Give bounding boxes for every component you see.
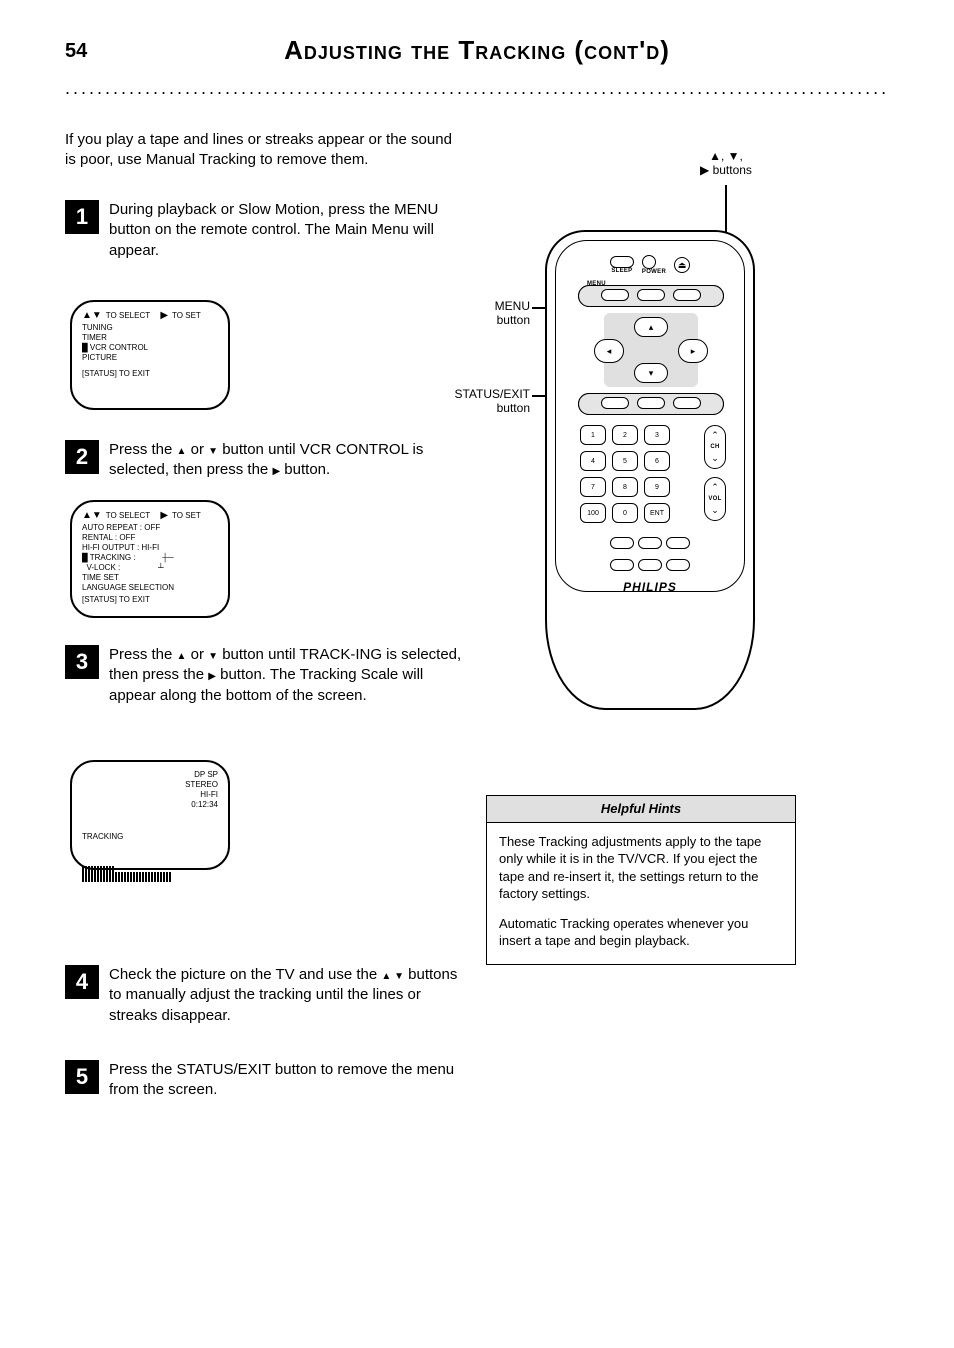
tv3-l3: HI-FI — [82, 790, 218, 800]
page-title: Adjusting the Tracking (cont'd) — [0, 35, 954, 66]
divider-dots: ........................................… — [65, 78, 890, 99]
play-button[interactable] — [638, 537, 662, 549]
tv-screen-vcr-control: ▲▼TO SELECT ▶TO SET AUTO REPEAT : OFF RE… — [70, 500, 230, 618]
tv3-l2: STEREO — [82, 780, 218, 790]
row2-group: MENU — [578, 285, 724, 307]
key-ent[interactable]: ENT — [644, 503, 670, 523]
step-3: 3 Press the ▲ or ▼ button until TRACK-IN… — [65, 645, 465, 706]
eject-button[interactable]: ⏏ — [674, 257, 690, 273]
down-triangle-icon: ▼ — [208, 446, 218, 457]
status-exit-button[interactable] — [601, 397, 629, 409]
key-9[interactable]: 9 — [644, 477, 670, 497]
vol-rocker[interactable]: ⌃VOL⌄ — [704, 477, 726, 521]
tv2-timeset: TIME SET — [82, 573, 218, 583]
step-4: 4 Check the picture on the TV and use th… — [65, 965, 465, 1026]
right-triangle-icon: ▶ — [272, 466, 280, 477]
key-8[interactable]: 8 — [612, 477, 638, 497]
tv1-tuning: TUNING — [82, 323, 218, 333]
tv1-exit: [STATUS] TO EXIT — [82, 369, 218, 379]
key-7[interactable]: 7 — [580, 477, 606, 497]
tv2-tracking: █ TRACKING : ┼─ — [82, 553, 218, 563]
key-100[interactable]: 100 — [580, 503, 606, 523]
tv-screen-tracking: DP SP STEREO HI-FI 0:12:34 TRACKING — [70, 760, 230, 870]
tv2-auto: AUTO REPEAT : OFF — [82, 523, 218, 533]
remote-brand: PHILIPS — [545, 580, 755, 594]
sleep-button[interactable] — [610, 256, 634, 268]
step-1-text: During playback or Slow Motion, press th… — [109, 200, 465, 261]
pause-button[interactable] — [638, 559, 662, 571]
sleep-label: SLEEP — [610, 268, 634, 274]
hints-header: Helpful Hints — [487, 796, 795, 823]
tv1-timer: TIMER — [82, 333, 218, 343]
intro-text: If you play a tape and lines or streaks … — [65, 130, 465, 171]
power-button[interactable] — [642, 255, 656, 269]
key-6[interactable]: 6 — [644, 451, 670, 471]
up-triangle-icon: ▲ — [177, 651, 187, 662]
step-4-text: Check the picture on the TV and use the … — [109, 965, 465, 1026]
stop-button[interactable] — [610, 559, 634, 571]
ch-rocker[interactable]: ⌃CH⌄ — [704, 425, 726, 469]
remote-panel: SLEEP POWER ⏏ MENU — [555, 240, 745, 592]
step-2-text: Press the ▲ or ▼ button until VCR CONTRO… — [109, 440, 465, 481]
tv2-rental: RENTAL : OFF — [82, 533, 218, 543]
step-num-3: 3 — [65, 645, 99, 679]
remote-diagram: SLEEP POWER ⏏ MENU — [545, 230, 755, 710]
callout-status-button: STATUS/EXIT button — [418, 388, 530, 416]
up-triangle-icon: ▲ — [177, 446, 187, 457]
key-5[interactable]: 5 — [612, 451, 638, 471]
step-3-text: Press the ▲ or ▼ button until TRACK-ING … — [109, 645, 465, 706]
tv2-hifi: HI-FI OUTPUT : HI-FI — [82, 543, 218, 553]
power-label: POWER — [642, 269, 666, 275]
row3-group — [578, 393, 724, 415]
tv-screen-main-menu: ▲▼TO SELECT ▶TO SET TUNING TIMER █ VCR C… — [70, 300, 230, 410]
step-2: 2 Press the ▲ or ▼ button until VCR CONT… — [65, 440, 465, 481]
tracking-bar-graphic — [82, 866, 218, 882]
tv1-pic: PICTURE — [82, 353, 218, 363]
display-button[interactable] — [637, 289, 665, 301]
callout-menu-button: MENU button — [460, 300, 530, 328]
hints-p1: These Tracking adjustments apply to the … — [499, 833, 783, 903]
tv2-exit: [STATUS] TO EXIT — [82, 595, 218, 605]
nav-up-button[interactable]: ▴ — [634, 317, 668, 337]
tv1-vcr: █ VCR CONTROL — [82, 343, 218, 353]
nav-right-button[interactable]: ▸ — [678, 339, 708, 363]
updown-triangle-icon: ▲ ▼ — [381, 971, 404, 982]
nav-down-button[interactable]: ▾ — [634, 363, 668, 383]
ffwd-button[interactable] — [666, 537, 690, 549]
nav-cluster: ▴ ▾ ◂ ▸ — [586, 317, 716, 389]
step-5-text: Press the STATUS/EXIT button to remove t… — [109, 1060, 465, 1101]
key-0[interactable]: 0 — [612, 503, 638, 523]
step-5: 5 Press the STATUS/EXIT button to remove… — [65, 1060, 465, 1101]
step-num-1: 1 — [65, 200, 99, 234]
down-triangle-icon: ▼ — [208, 651, 218, 662]
key-3[interactable]: 3 — [644, 425, 670, 445]
menu-label: MENU — [587, 281, 606, 287]
tv3-l1: DP SP — [82, 770, 218, 780]
key-1[interactable]: 1 — [580, 425, 606, 445]
tv3-tracking-label: TRACKING — [82, 832, 123, 842]
step-num-4: 4 — [65, 965, 99, 999]
menu-button[interactable] — [601, 289, 629, 301]
hints-p2: Automatic Tracking operates whenever you… — [499, 915, 783, 950]
nav-left-button[interactable]: ◂ — [594, 339, 624, 363]
callout-nav-buttons: ▲, ▼, ▶ buttons — [700, 150, 752, 178]
key-4[interactable]: 4 — [580, 451, 606, 471]
skip-srch-button[interactable] — [673, 397, 701, 409]
tv2-vlock: V-LOCK : ┴ — [82, 563, 218, 573]
tv2-langset: LANGUAGE SELECTION — [82, 583, 218, 593]
step-1: 1 During playback or Slow Motion, press … — [65, 200, 465, 261]
helpful-hints-box: Helpful Hints These Tracking adjustments… — [486, 795, 796, 965]
tv1-header: TO SELECT — [106, 311, 150, 321]
step-num-2: 2 — [65, 440, 99, 474]
tv3-l4: 0:12:34 — [82, 800, 218, 810]
slow-button[interactable] — [637, 397, 665, 409]
step-num-5: 5 — [65, 1060, 99, 1094]
speed-button[interactable] — [673, 289, 701, 301]
rew-button[interactable] — [610, 537, 634, 549]
key-2[interactable]: 2 — [612, 425, 638, 445]
right-triangle-icon: ▶ — [208, 671, 216, 682]
rec-button[interactable] — [666, 559, 690, 571]
